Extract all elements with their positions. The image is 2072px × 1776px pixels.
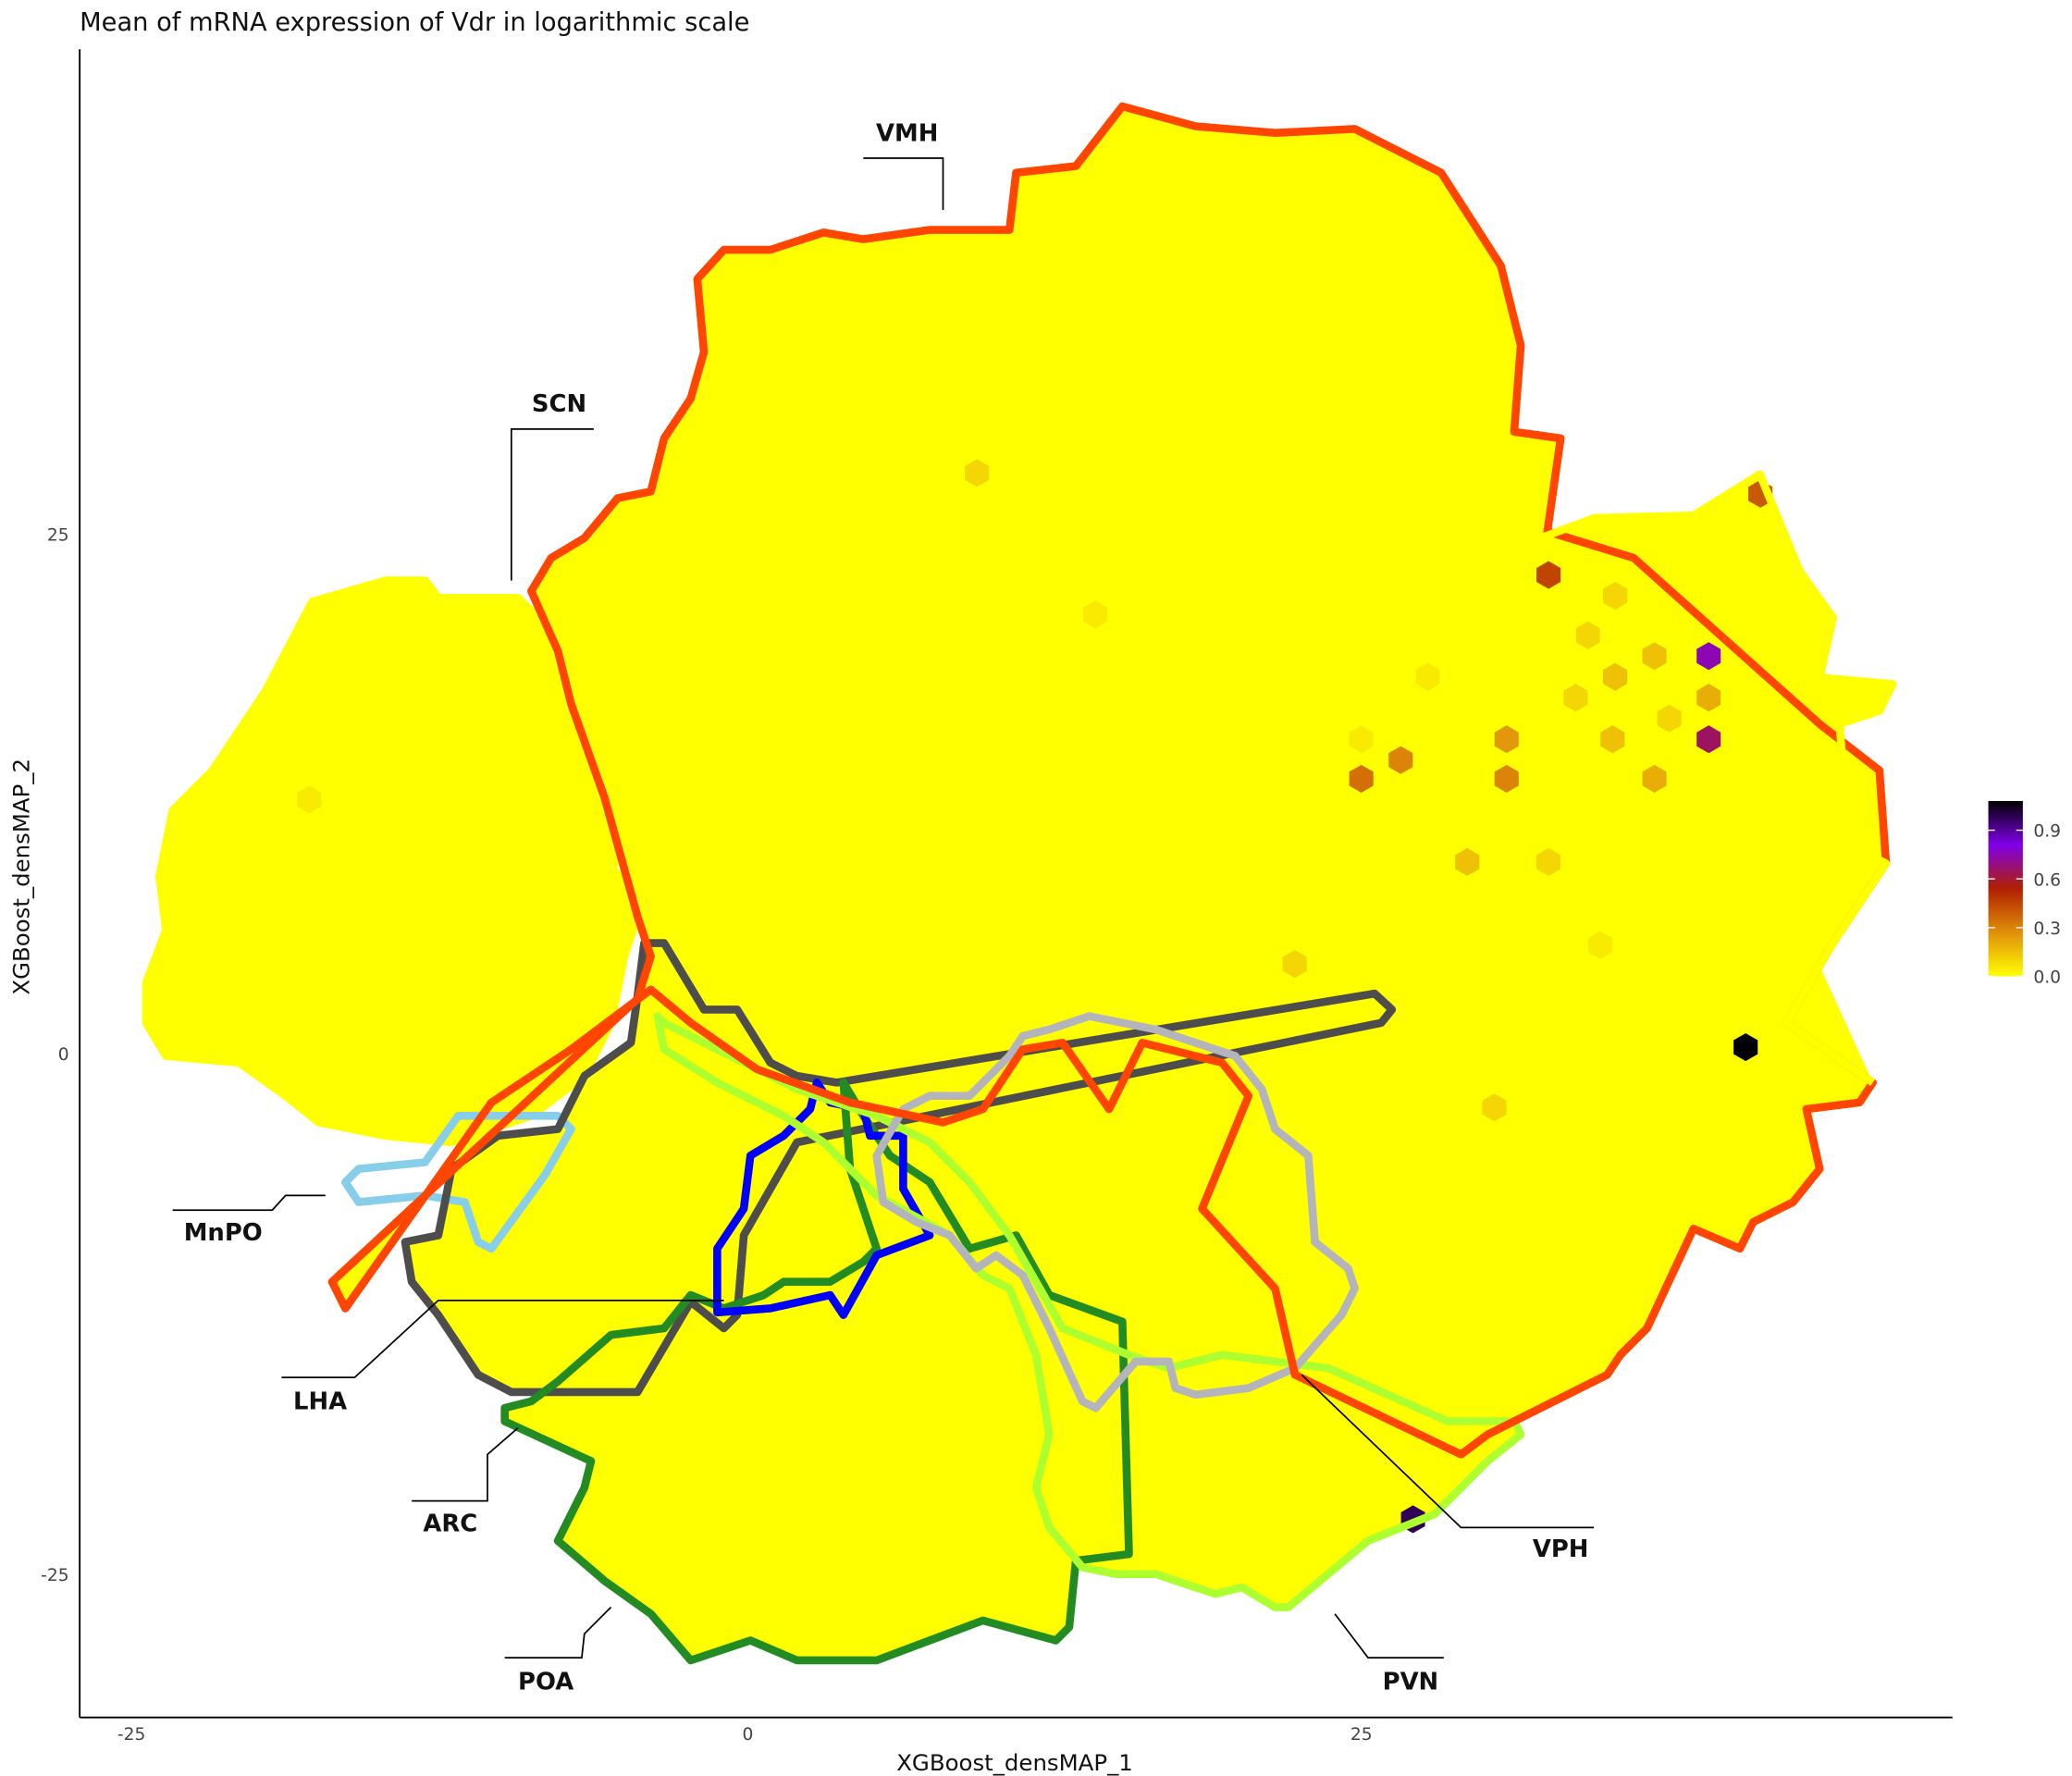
region-label-arc: ARC xyxy=(423,1511,477,1538)
hex-cell xyxy=(1642,642,1667,671)
hex-cell xyxy=(1602,662,1628,691)
hex-cell xyxy=(1563,684,1588,712)
chart-title: Mean of mRNA expression of Vdr in logari… xyxy=(80,8,749,37)
colorbar-tick-label: 0.9 xyxy=(2033,822,2061,842)
leader-line-vph xyxy=(1301,1374,1595,1529)
y-tick-label: 25 xyxy=(47,526,69,546)
region-outline-lha xyxy=(401,939,1397,1397)
x-tick-label: -25 xyxy=(117,1725,145,1745)
y-tick-label: 0 xyxy=(58,1045,69,1065)
hex-cell xyxy=(965,459,990,487)
region-labels: VMH SCN MnPO LHA ARC POA PVN VPH xyxy=(184,119,1589,1696)
hex-cell xyxy=(1388,746,1413,774)
colorbar-ticks: 0.0 0.3 0.6 0.9 xyxy=(1988,822,2061,988)
y-axis-title: XGBoost_densMAP_2 xyxy=(8,758,35,995)
hex-cell xyxy=(1494,725,1519,754)
cell-area-scn xyxy=(145,580,638,1142)
hex-cell xyxy=(1455,847,1480,876)
region-label-vmh: VMH xyxy=(876,119,938,147)
region-outline-vmh xyxy=(327,102,1891,1459)
colorbar xyxy=(1988,800,2023,977)
y-tick-label: -25 xyxy=(41,1566,68,1585)
region-label-pvn: PVN xyxy=(1383,1669,1439,1696)
region-outline-arc xyxy=(713,1079,934,1319)
leader-line-vmh xyxy=(863,157,944,210)
region-label-vph: VPH xyxy=(1533,1536,1589,1563)
hex-cell xyxy=(1349,725,1374,754)
region-label-scn: SCN xyxy=(532,390,586,418)
leader-line-mnpo xyxy=(172,1194,326,1212)
hex-cell xyxy=(1600,725,1625,754)
highlighted-cells xyxy=(297,459,1773,1534)
leader-line-scn xyxy=(510,428,594,581)
hex-cell xyxy=(1482,1093,1507,1122)
hex-cell xyxy=(1536,847,1561,876)
hex-cell xyxy=(1575,621,1600,649)
region-outline-right xyxy=(1539,470,1897,1086)
leader-line-poa xyxy=(504,1606,612,1659)
region-label-poa: POA xyxy=(518,1669,574,1696)
hex-cell xyxy=(1642,764,1667,794)
hex-cell xyxy=(1282,950,1307,979)
hex-cell xyxy=(1696,684,1721,712)
hex-cell xyxy=(1733,1032,1758,1062)
leader-line-arc xyxy=(412,1427,519,1502)
region-outline-poa xyxy=(500,1079,1133,1665)
colorbar-tick-label: 0.3 xyxy=(2033,919,2061,939)
leader-line-lha xyxy=(281,1299,724,1378)
hex-cell xyxy=(1349,764,1374,794)
hex-cell xyxy=(297,785,322,814)
hex-cell xyxy=(1696,642,1721,671)
cell-area-right xyxy=(1540,474,1893,1083)
hex-cell xyxy=(1082,600,1107,629)
x-axis-title: XGBoost_densMAP_1 xyxy=(896,1749,1133,1776)
hex-cell xyxy=(1657,704,1682,733)
hex-cell xyxy=(1696,725,1721,754)
hex-cell xyxy=(1587,931,1613,959)
leader-line-pvn xyxy=(1334,1613,1444,1659)
region-label-mnpo: MnPO xyxy=(184,1219,263,1247)
hex-cell xyxy=(1494,764,1519,794)
colorbar-tick-label: 0.6 xyxy=(2033,870,2061,890)
hex-cell xyxy=(1602,582,1628,610)
region-outline-vph xyxy=(872,1012,1359,1412)
label-leaders xyxy=(172,157,1595,1659)
colorbar-tick-label: 0.0 xyxy=(2033,968,2061,988)
x-tick-label: 0 xyxy=(742,1725,753,1745)
hex-cell xyxy=(1415,662,1440,691)
region-label-lha: LHA xyxy=(293,1388,347,1416)
region-outlines xyxy=(142,102,1897,1665)
x-tick-label: 25 xyxy=(1350,1725,1373,1745)
hex-cell xyxy=(1536,561,1561,589)
cell-fill-layer xyxy=(145,105,1893,1660)
